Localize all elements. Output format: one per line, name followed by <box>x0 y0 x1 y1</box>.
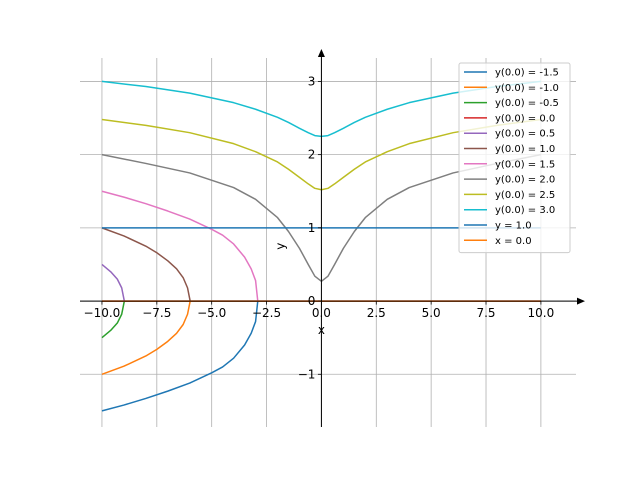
series-line-1 <box>101 300 191 375</box>
y-tick-label-2: 1 <box>308 221 316 235</box>
y-tick-label-4: 3 <box>308 74 316 88</box>
x-tick-label-5: 2.5 <box>367 306 386 320</box>
x-tick-label-1: −7.5 <box>142 306 171 320</box>
tick-labels: −10.0 −7.5 −5.0 −2.5 0.0 2.5 5.0 7.5 10.0 −1 0 1 2 3 <box>84 74 555 381</box>
x-tick-label-7: 7.5 <box>476 306 495 320</box>
legend-label-1: y(0.0) = -1.0 <box>495 83 559 94</box>
legend-label-6: y(0.0) = 1.5 <box>495 159 555 170</box>
y-axis-label: y <box>273 243 287 250</box>
x-axis-label: x <box>318 323 325 337</box>
y-tick-label-0: −1 <box>298 367 316 381</box>
x-tick-label-0: −10.0 <box>84 306 121 320</box>
x-tick-label-8: 10.0 <box>528 306 555 320</box>
legend-label-3: y(0.0) = 0.0 <box>495 113 555 124</box>
axes <box>80 49 585 427</box>
x-tick-label-6: 5.0 <box>422 306 441 320</box>
legend-label-5: y(0.0) = 1.0 <box>495 144 555 155</box>
legend: y(0.0) = -1.5 y(0.0) = -1.0 y(0.0) = -0.5 y… <box>458 62 571 254</box>
legend-label-7: y(0.0) = 2.0 <box>495 175 555 186</box>
legend-box <box>458 62 571 254</box>
x-tick-label-4: 0.0 <box>312 306 331 320</box>
series-line-6 <box>101 190 259 302</box>
legend-label-4: y(0.0) = 0.5 <box>495 129 555 140</box>
legend-label-0: y(0.0) = -1.5 <box>495 68 559 79</box>
legend-label-11: x = 0.0 <box>495 236 532 247</box>
x-axis-arrow-icon <box>577 297 585 305</box>
series-line-5 <box>101 227 191 302</box>
x-tick-label-2: −5.0 <box>197 306 226 320</box>
legend-label-9: y(0.0) = 3.0 <box>495 205 555 216</box>
series-line-4 <box>101 263 126 302</box>
legend-label-8: y(0.0) = 2.5 <box>495 190 555 201</box>
x-tick-label-3: −2.5 <box>252 306 281 320</box>
y-tick-label-1: 0 <box>308 294 316 308</box>
y-tick-label-3: 2 <box>308 148 316 162</box>
legend-label-2: y(0.0) = -0.5 <box>495 98 559 109</box>
y-axis-arrow-icon <box>317 49 325 57</box>
series-line-2 <box>101 300 126 339</box>
series-line-0 <box>101 300 259 412</box>
legend-label-10: y = 1.0 <box>495 221 532 232</box>
